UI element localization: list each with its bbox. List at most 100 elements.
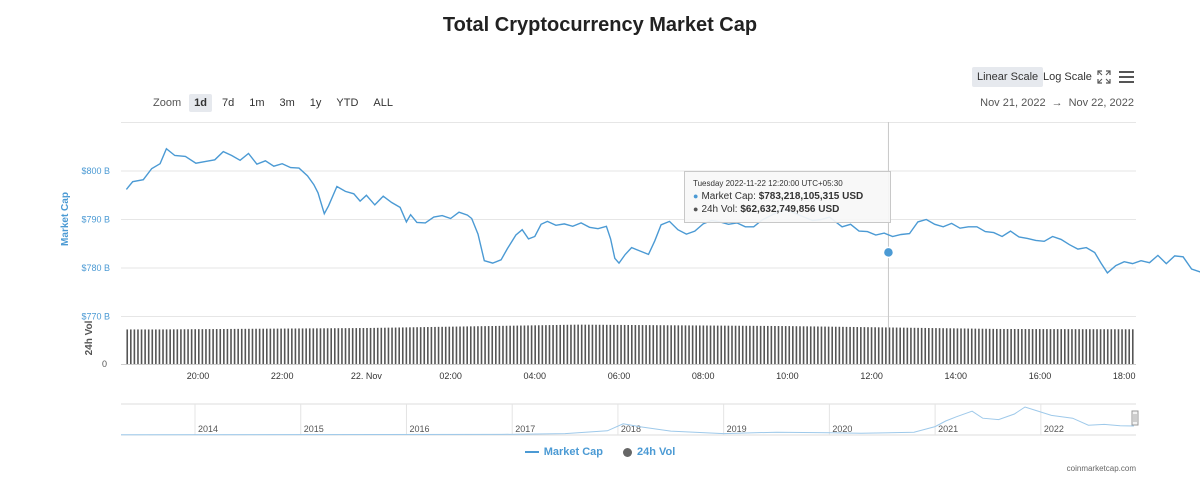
- vol-bar: [133, 329, 136, 364]
- vol-bar: [187, 329, 189, 364]
- vol-bar: [373, 327, 375, 364]
- fullscreen-icon[interactable]: [1097, 70, 1111, 84]
- vol-bar: [892, 327, 894, 364]
- vol-bar: [1060, 329, 1063, 364]
- tooltip-market-cap-value: $783,218,105,315 USD: [758, 191, 864, 202]
- vol-bar: [720, 325, 723, 364]
- vol-bar: [294, 328, 297, 364]
- legend-item-24h-vol[interactable]: 24h Vol: [622, 446, 675, 458]
- vol-bar: [659, 325, 662, 364]
- vol-bar: [731, 325, 733, 364]
- navigator-handle[interactable]: [1131, 410, 1139, 426]
- vol-bar: [613, 324, 615, 364]
- vol-bar: [663, 325, 665, 364]
- vol-bar: [1092, 329, 1095, 364]
- vol-bar: [616, 324, 619, 364]
- vol-bar: [462, 326, 465, 364]
- vol-bar: [1021, 329, 1023, 364]
- vol-bar: [362, 328, 365, 364]
- vol-bar: [223, 328, 225, 364]
- vol-bar: [502, 325, 504, 364]
- zoom-button-3m[interactable]: 3m: [279, 97, 295, 109]
- zoom-button-ytd[interactable]: YTD: [336, 97, 359, 109]
- vol-bar: [766, 325, 769, 364]
- vol-bar: [813, 326, 816, 364]
- vol-bar: [781, 326, 783, 364]
- log-scale-button[interactable]: Log Scale: [1043, 71, 1092, 83]
- legend-item-market-cap[interactable]: Market Cap: [524, 446, 603, 458]
- vol-bar: [1013, 328, 1016, 364]
- zoom-button-all[interactable]: ALL: [373, 97, 393, 109]
- vol-bar: [877, 327, 880, 364]
- vol-bar: [620, 324, 622, 364]
- vol-bar: [534, 325, 536, 364]
- vol-bar: [709, 325, 712, 364]
- vol-bar: [856, 327, 859, 364]
- vol-bar: [881, 327, 884, 364]
- zoom-button-7d[interactable]: 7d: [221, 97, 235, 109]
- vol-bar: [215, 329, 218, 364]
- vol-bar: [244, 328, 247, 364]
- vol-bar: [584, 324, 587, 364]
- vol-bar: [180, 329, 182, 364]
- vol-bar: [792, 326, 794, 364]
- x-tick-label: 08:00: [692, 371, 715, 381]
- vol-bar: [573, 324, 576, 364]
- vol-bar: [520, 325, 522, 364]
- vol-bar: [337, 328, 340, 364]
- vol-bar: [784, 326, 787, 364]
- vol-bar: [985, 328, 987, 364]
- vol-bar: [430, 326, 433, 364]
- vol-bar: [595, 324, 597, 364]
- vol-bar: [1017, 329, 1020, 364]
- vol-bar: [1096, 329, 1098, 364]
- vol-bar: [928, 328, 930, 364]
- vol-bar: [147, 329, 150, 364]
- vol-bar: [788, 326, 791, 364]
- navigator-year-label: 2021: [938, 424, 958, 434]
- vol-bar: [627, 324, 630, 364]
- vol-bar: [870, 327, 873, 364]
- vol-bar: [566, 324, 569, 364]
- vol-bar: [623, 324, 626, 364]
- vol-bar: [1081, 329, 1084, 364]
- zoom-button-1d[interactable]: 1d: [189, 94, 212, 112]
- vol-bar: [906, 327, 909, 364]
- vol-bar: [555, 324, 558, 364]
- vol-bar: [598, 324, 601, 364]
- vol-bar: [283, 328, 286, 364]
- x-tick-label: 20:00: [187, 371, 210, 381]
- vol-bar: [967, 328, 969, 364]
- hover-marker: [882, 246, 895, 259]
- zoom-button-1y[interactable]: 1y: [309, 97, 322, 109]
- zoom-label: Zoom: [153, 97, 182, 109]
- vol-bar: [1089, 329, 1091, 364]
- vol-bar: [130, 329, 132, 364]
- vol-bar: [305, 328, 307, 364]
- menu-icon[interactable]: [1119, 71, 1134, 83]
- vol-bar: [978, 328, 980, 364]
- vol-bar: [799, 326, 801, 364]
- vol-bar: [265, 328, 268, 364]
- x-tick-label: 10:00: [776, 371, 799, 381]
- vol-bar: [376, 327, 379, 364]
- vol-bar: [931, 328, 934, 364]
- vol-bar: [641, 325, 644, 364]
- navigator-line: [120, 406, 1134, 436]
- x-tick-label: 12:00: [860, 371, 883, 381]
- date-range-from[interactable]: Nov 21, 2022: [980, 97, 1046, 109]
- date-range-to[interactable]: Nov 22, 2022: [1068, 97, 1134, 109]
- y-tick-label: $790 B: [81, 215, 110, 225]
- vol-bar: [820, 326, 823, 364]
- vol-bar: [1124, 329, 1127, 364]
- vol-bar: [233, 328, 236, 364]
- zoom-button-1m[interactable]: 1m: [249, 97, 265, 109]
- tooltip-vol: ● 24h Vol: $62,632,749,856 USD: [693, 204, 840, 215]
- vol-bar: [602, 324, 604, 364]
- vol-bar: [530, 325, 533, 364]
- y-tick-label: $780 B: [81, 263, 110, 273]
- vol-bar: [405, 327, 408, 364]
- vol-bar: [505, 325, 508, 364]
- linear-scale-button[interactable]: Linear Scale: [972, 67, 1044, 87]
